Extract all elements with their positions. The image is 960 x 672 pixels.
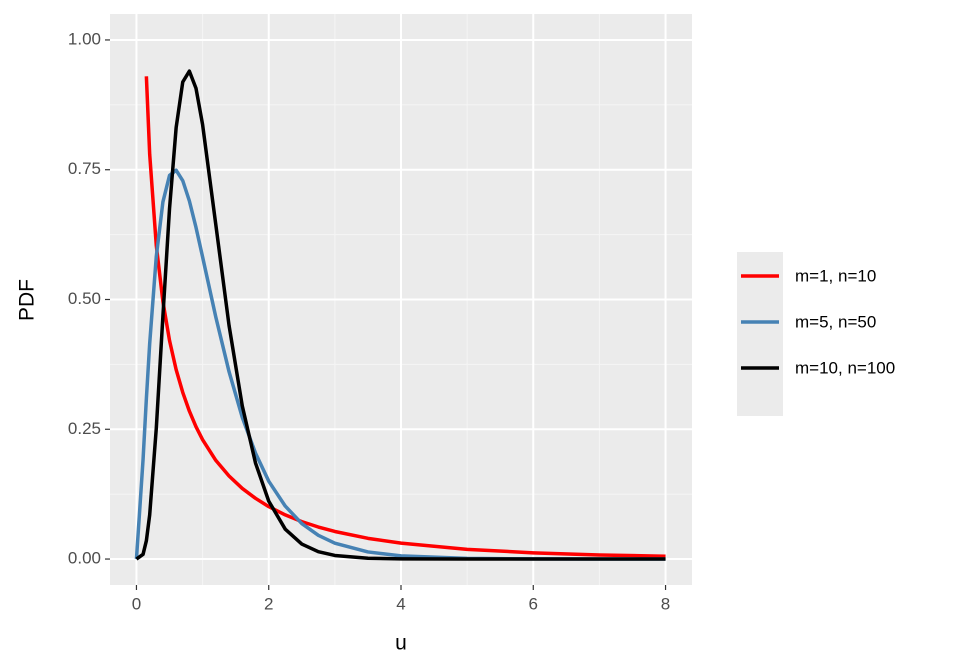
y-tick-label: 0.25 bbox=[68, 419, 101, 438]
line-series bbox=[135, 69, 666, 561]
x-tick-label: 8 bbox=[661, 594, 670, 613]
x-tick-label: 6 bbox=[529, 594, 538, 613]
x-tick-label: 2 bbox=[264, 594, 273, 613]
x-axis-title: u bbox=[395, 632, 407, 655]
y-tick-label: 1.00 bbox=[68, 29, 101, 48]
x-tick-label: 4 bbox=[396, 594, 405, 613]
legend-label: m=1, n=10 bbox=[795, 266, 876, 285]
y-tick-label: 0.50 bbox=[68, 289, 101, 308]
legend-label: m=5, n=50 bbox=[795, 312, 876, 331]
legend-key-background bbox=[737, 252, 783, 416]
y-tick-label: 0.00 bbox=[68, 549, 101, 568]
y-axis-title: PDF bbox=[16, 279, 39, 321]
line-series bbox=[144, 76, 666, 558]
line-series bbox=[134, 168, 666, 561]
y-tick-label: 0.75 bbox=[68, 159, 101, 178]
x-tick-label: 0 bbox=[132, 594, 141, 613]
legend-label: m=10, n=100 bbox=[795, 358, 895, 377]
